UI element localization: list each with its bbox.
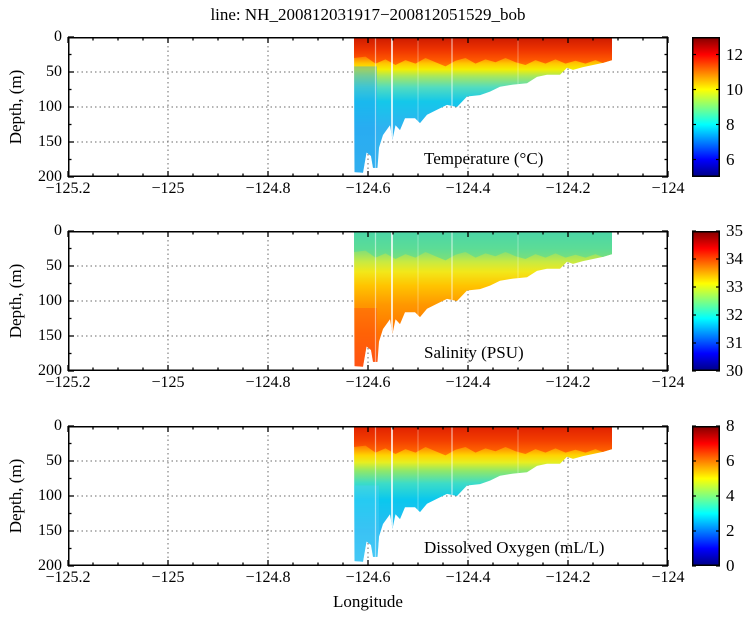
x-tick-label: −125 — [151, 569, 185, 586]
y-axis-label: Depth, (m) — [6, 458, 25, 534]
colorbar-tick-label: 4 — [726, 486, 735, 505]
colorbar-salinity — [692, 230, 720, 372]
y-tick-label: 200 — [38, 557, 62, 574]
x-tick-label: −124.2 — [545, 374, 591, 391]
panel-label-temperature: Temperature (°C) — [424, 149, 544, 168]
x-tick-label: −125 — [151, 180, 185, 197]
colorbar-tick-label: 8 — [726, 114, 735, 134]
x-tick-label: −124.6 — [345, 374, 391, 391]
y-tick-label: 0 — [54, 417, 62, 434]
colorbar-tick-label: 35 — [726, 221, 743, 240]
y-tick-label: 200 — [38, 362, 62, 379]
colorbar-tick-label: 12 — [726, 44, 743, 64]
x-tick-label: −124.6 — [345, 180, 391, 197]
colorbar-tick-label: 33 — [726, 277, 743, 296]
colorbar-tick-label: 10 — [726, 79, 743, 99]
y-tick-label: 100 — [38, 487, 62, 504]
y-tick-label: 100 — [38, 98, 62, 115]
x-tick-label: −124.4 — [445, 569, 491, 586]
y-tick-label: 0 — [54, 222, 62, 239]
plot-border — [68, 231, 668, 371]
colorbar-temperature — [692, 37, 720, 177]
y-axis-label: Depth, (m) — [6, 263, 25, 339]
section-plot-salinity — [67, 230, 669, 372]
x-tick-label: −125.2 — [45, 180, 91, 197]
x-tick-label: −124.2 — [545, 180, 591, 197]
panel-label-salinity: Salinity (PSU) — [424, 343, 524, 362]
y-tick-label: 50 — [46, 257, 62, 274]
x-tick-label: −124.8 — [245, 374, 291, 391]
section-plot-dissolved-oxygen — [67, 425, 669, 567]
x-tick-label: −124.4 — [445, 180, 491, 197]
x-tick-label: −124 — [651, 180, 685, 197]
x-axis-label: Longitude — [333, 592, 403, 611]
y-tick-label: 100 — [38, 292, 62, 309]
colorbar-tick-label: 32 — [726, 305, 743, 324]
x-tick-label: −125.2 — [45, 374, 91, 391]
section-plot-temperature — [67, 36, 669, 178]
colorbar-tick-label: 34 — [726, 249, 743, 268]
y-tick-label: 150 — [38, 522, 62, 539]
x-tick-label: −125 — [151, 374, 185, 391]
x-tick-label: −124.6 — [345, 569, 391, 586]
x-tick-label: −124 — [651, 569, 685, 586]
plot-border — [68, 37, 668, 177]
y-tick-label: 150 — [38, 327, 62, 344]
x-tick-label: −124.4 — [445, 374, 491, 391]
colorbar-tick-label: 30 — [726, 361, 743, 380]
colorbar-tick-label: 6 — [726, 149, 735, 169]
x-tick-label: −124 — [651, 374, 685, 391]
plot-border — [68, 426, 668, 566]
x-tick-label: −125.2 — [45, 569, 91, 586]
y-tick-label: 200 — [38, 168, 62, 185]
colorbar-tick-label: 8 — [726, 416, 735, 435]
x-tick-label: −124.8 — [245, 569, 291, 586]
colorbar-dissolved-oxygen — [692, 425, 720, 567]
colorbar-tick-label: 0 — [726, 556, 735, 575]
panel-label-dissolved-oxygen: Dissolved Oxygen (mL/L) — [424, 538, 605, 557]
y-axis-label: Depth, (m) — [6, 69, 25, 145]
colorbar-tick-label: 2 — [726, 521, 735, 540]
colorbar-tick-label: 31 — [726, 333, 743, 352]
y-tick-label: 150 — [38, 133, 62, 150]
y-tick-label: 0 — [54, 28, 62, 45]
colorbar-tick-label: 6 — [726, 451, 735, 470]
x-tick-label: −124.8 — [245, 180, 291, 197]
y-tick-label: 50 — [46, 452, 62, 469]
figure-title: line: NH_200812031917−200812051529_bob — [210, 5, 526, 24]
y-tick-label: 50 — [46, 63, 62, 80]
x-tick-label: −124.2 — [545, 569, 591, 586]
